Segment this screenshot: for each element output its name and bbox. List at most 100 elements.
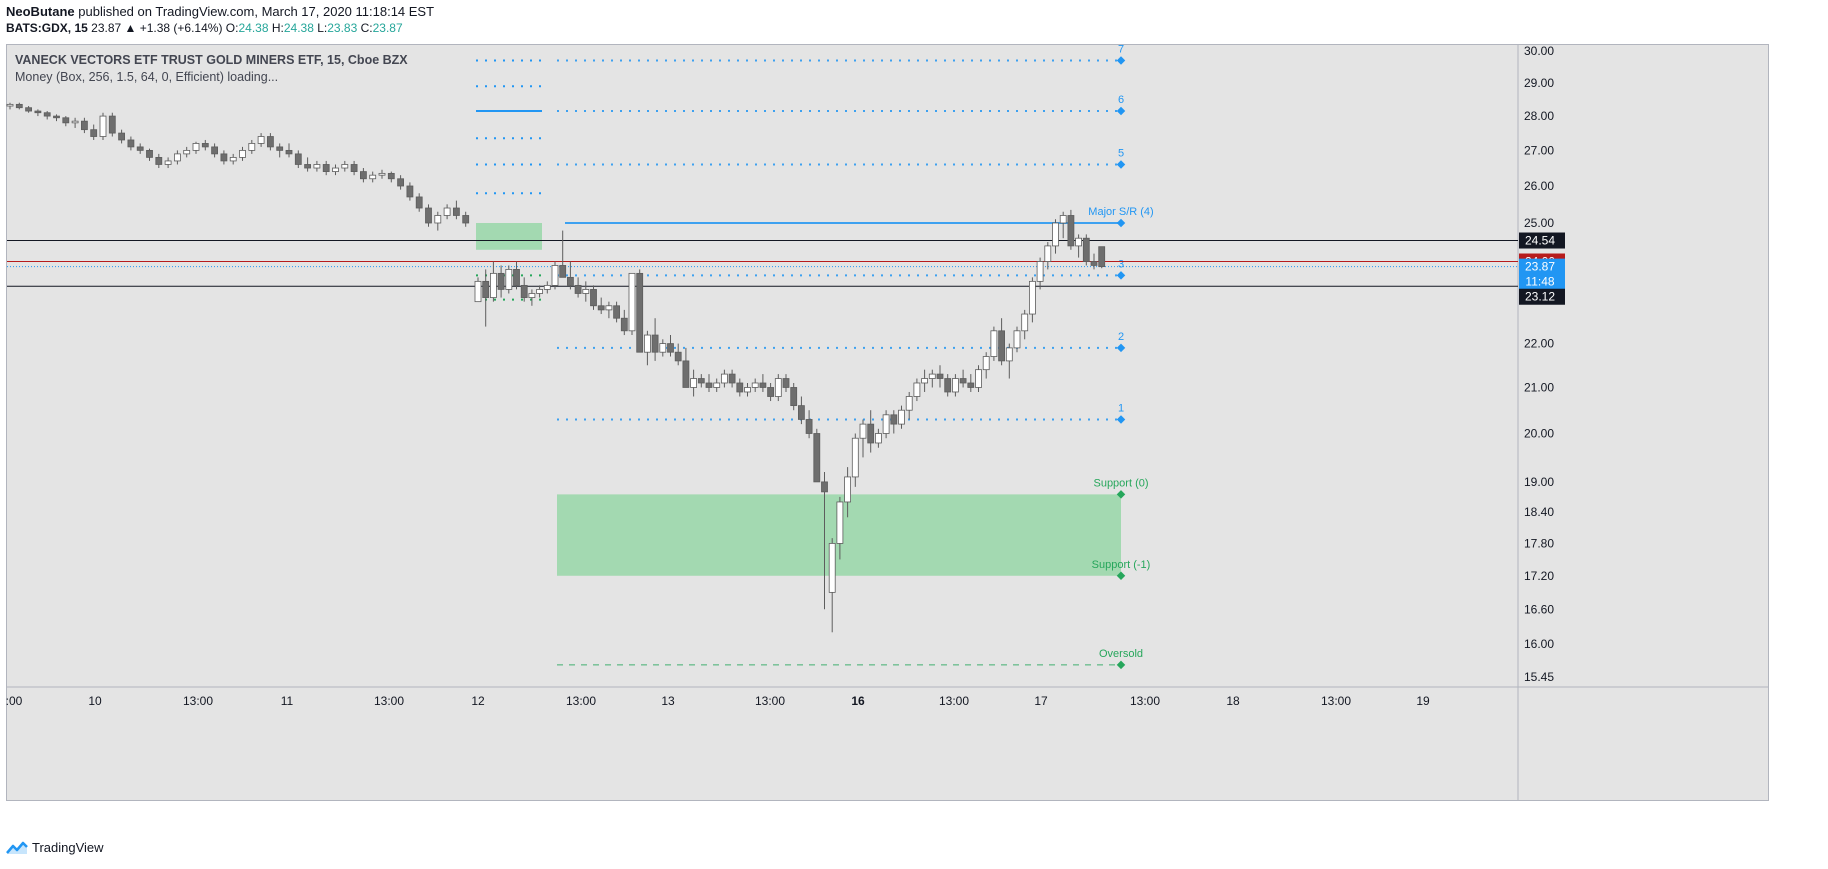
candle-body [674,351,682,362]
candle-body [211,146,219,155]
x-tick-label: 16 [851,694,865,708]
level-marker [1116,660,1126,670]
candle-body [1036,261,1044,282]
candle-body [990,330,998,357]
candle-body [1098,246,1106,268]
x-tick-label: 13:00 [566,694,596,708]
candle-body [551,265,559,286]
candle-body [844,476,851,503]
level-label: 7 [1118,43,1124,55]
change: ▲ +1.38 (+6.14%) [124,21,223,35]
candle-body [898,409,905,425]
candle-body [774,378,782,397]
candle-body [415,196,423,209]
level-label: 5 [1118,147,1124,159]
candle-body [15,103,23,109]
y-tick-label: 28.00 [1524,109,1554,123]
level-marker [1116,160,1126,169]
candle-body [528,293,536,298]
candle-body [851,437,859,478]
symbol-title[interactable]: VANECK VECTORS ETF TRUST GOLD MINERS ETF… [15,53,408,67]
candle-body [713,382,721,388]
price-label-bg [1519,273,1565,290]
level-marker [1116,343,1126,353]
open-value: 24.38 [238,21,269,35]
candle-body [1059,215,1067,224]
x-tick-label: 13 [661,694,675,708]
candle-body [952,378,959,393]
x-tick-label: 13:00 [939,694,969,708]
low-label: L: [317,21,328,35]
price-label: 11:48 [1525,274,1554,288]
candle-body [913,382,921,397]
candle-body [682,360,690,388]
candle-body [944,378,952,393]
open-label: O: [225,21,239,35]
candle-body [875,433,882,444]
candle-body [928,373,936,379]
candle-body [462,215,470,224]
candle-body [1075,237,1082,247]
candle-body [443,207,451,216]
candle-body [821,481,828,493]
candle-body [1067,215,1075,247]
candle-body [813,433,821,483]
high-label: H: [271,21,284,35]
indicator-status[interactable]: Money (Box, 256, 1.5, 64, 0, Efficient) … [15,70,279,84]
candle-body [982,356,990,371]
level-label: 1 [1118,402,1124,414]
x-tick-label: 13:00 [755,694,785,708]
x-tick-label: 13:00 [183,694,213,708]
candle-body [369,174,377,180]
candle-body [266,136,274,148]
publisher-name[interactable]: NeoButane [6,4,75,19]
candle-body [81,120,88,131]
published-text: published on TradingView.com, March 17, … [78,4,435,19]
candle-body [905,396,913,411]
candle-body [34,110,42,114]
publish-header: NeoButane published on TradingView.com, … [6,3,434,37]
price-label-bg [1519,258,1565,275]
x-tick-label: 13:00 [374,694,404,708]
y-tick-label: 25.00 [1524,216,1554,230]
level-marker [1116,56,1126,65]
symbol: BATS:GDX, 15 [6,21,88,35]
candle-body [53,115,60,119]
candle-body [505,268,513,290]
candle-body [155,157,163,165]
candle-body [651,334,659,353]
candle-body [1029,280,1036,315]
footer-brand[interactable]: TradingView [6,840,104,855]
candle-body [513,268,520,286]
candle-body [605,305,613,311]
candle-body [582,289,590,294]
y-tick-label: 29.00 [1524,76,1554,90]
candle-body [164,160,172,165]
candle-body [790,387,798,407]
y-tick-label: 17.20 [1524,569,1554,583]
y-tick-label: 15.45 [1524,670,1554,684]
candle-body [90,129,98,137]
candle-body [690,378,697,388]
x-tick-label: 17 [1034,694,1048,708]
candle-body [99,115,107,137]
candle-body [736,382,744,393]
candle-body [43,112,51,117]
candle-body [474,280,482,303]
candle-body [220,153,228,162]
x-tick-label: 13:00 [1130,694,1160,708]
candle-body [489,272,497,298]
candle-body [25,107,33,112]
candle-body [667,343,674,353]
y-tick-label: 16.60 [1524,602,1554,616]
y-tick-label: 20.00 [1524,426,1554,440]
level-label: Major S/R (4) [1088,206,1153,218]
candle-body [62,117,70,124]
y-tick-label: 16.00 [1524,637,1554,651]
y-tick-label: 21.00 [1524,380,1554,394]
candle-body [397,178,405,187]
candle-body [1090,261,1098,266]
candle-body [229,157,237,162]
level-marker [1116,106,1126,116]
